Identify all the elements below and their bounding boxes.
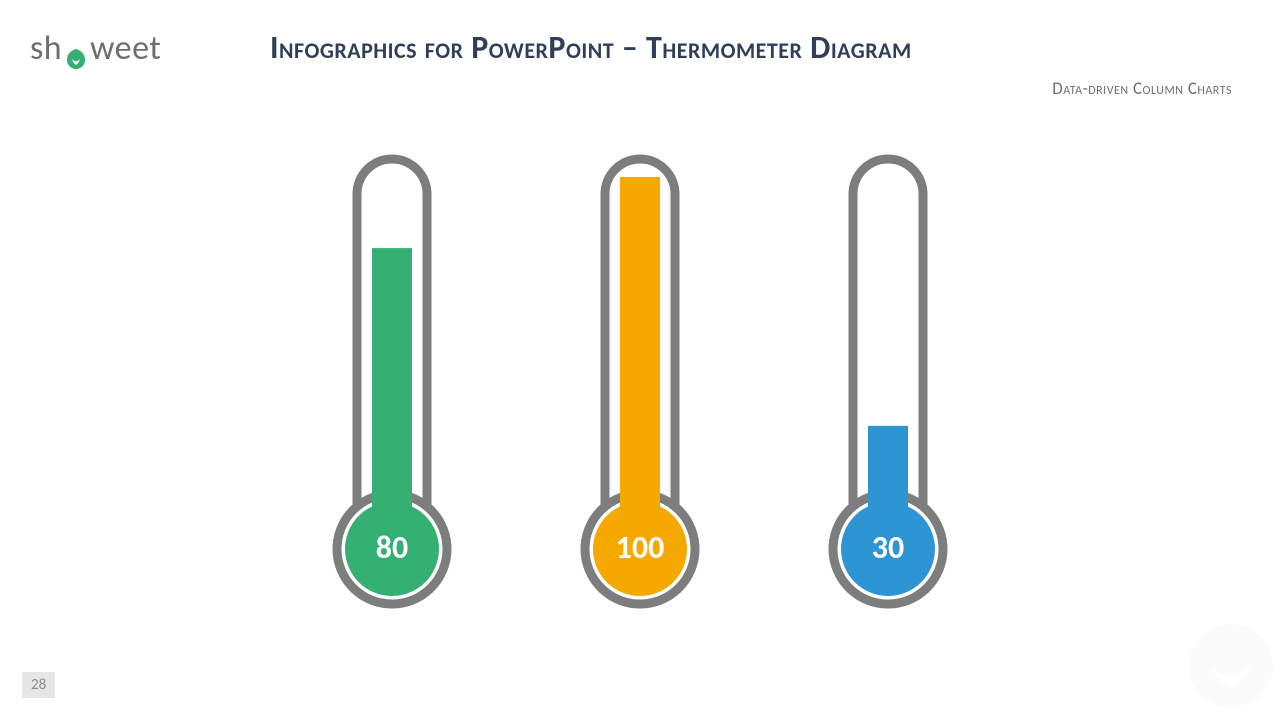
watermark-icon [1186, 621, 1276, 716]
thermometer: 100 [576, 150, 704, 670]
brand-logo: sh weet [30, 28, 161, 69]
page-subtitle: Data-driven Column Charts [1052, 78, 1232, 99]
page-title: Infographics for PowerPoint – Thermomete… [270, 28, 1240, 67]
leaf-icon [63, 40, 89, 66]
thermometer-value: 100 [576, 528, 704, 567]
thermometer-chart: 80 100 30 [0, 150, 1280, 670]
thermometer: 30 [824, 150, 952, 670]
logo-prefix: sh [30, 28, 62, 69]
logo-suffix: weet [90, 28, 161, 69]
page-number: 28 [22, 672, 55, 698]
thermometer: 80 [328, 150, 456, 670]
thermometer-value: 80 [328, 528, 456, 567]
thermometer-value: 30 [824, 528, 952, 567]
